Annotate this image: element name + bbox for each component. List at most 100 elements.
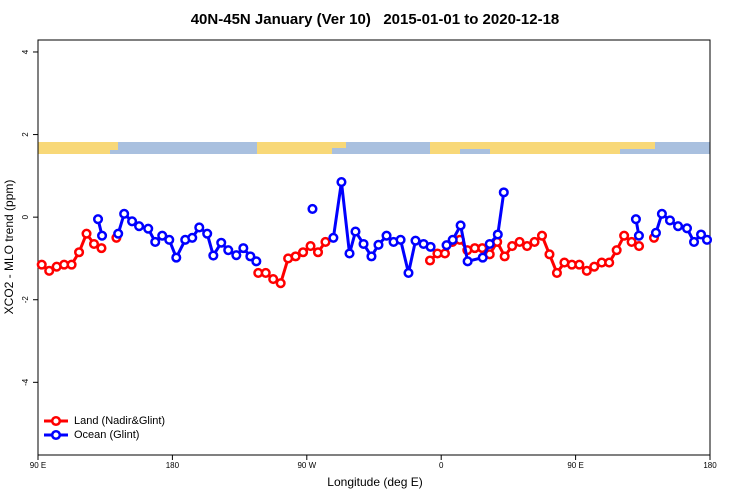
point bbox=[44, 265, 55, 276]
point bbox=[626, 236, 637, 247]
plot-frame bbox=[37, 39, 711, 456]
legend-marker bbox=[50, 415, 62, 427]
x-tick-label: 90 E bbox=[30, 461, 46, 470]
point bbox=[403, 267, 414, 278]
point bbox=[634, 241, 645, 252]
y-tick-label: 0 bbox=[21, 214, 30, 219]
point bbox=[92, 214, 104, 225]
point bbox=[672, 221, 684, 232]
point bbox=[688, 236, 700, 247]
point bbox=[208, 250, 219, 261]
point bbox=[96, 243, 107, 254]
point bbox=[619, 230, 630, 241]
point bbox=[425, 241, 436, 252]
point bbox=[187, 232, 198, 243]
point bbox=[630, 214, 641, 225]
point bbox=[650, 227, 661, 238]
point bbox=[171, 252, 182, 263]
x-axis-label: Longitude (deg E) bbox=[327, 475, 422, 489]
y-tick-label: 4 bbox=[21, 49, 30, 54]
point bbox=[373, 239, 384, 250]
point bbox=[127, 216, 138, 227]
point bbox=[290, 251, 301, 262]
point bbox=[275, 278, 286, 289]
point bbox=[381, 230, 392, 241]
point bbox=[499, 251, 510, 262]
point bbox=[589, 261, 600, 272]
point bbox=[245, 251, 256, 262]
point bbox=[238, 243, 249, 254]
point bbox=[36, 259, 47, 270]
point bbox=[410, 235, 421, 246]
point bbox=[544, 249, 555, 260]
point bbox=[350, 226, 361, 237]
point bbox=[260, 267, 271, 278]
point bbox=[656, 208, 667, 219]
y-tick-label: -4 bbox=[21, 378, 30, 386]
legend-label: Ocean (Glint) bbox=[74, 429, 139, 441]
point bbox=[581, 265, 592, 276]
point bbox=[164, 234, 175, 245]
point bbox=[447, 234, 458, 245]
point bbox=[66, 259, 77, 270]
point bbox=[424, 255, 436, 266]
point bbox=[536, 230, 548, 241]
point bbox=[298, 247, 309, 258]
legend-marker bbox=[50, 429, 62, 441]
y-tick-label: -2 bbox=[21, 296, 30, 304]
point bbox=[223, 245, 234, 256]
point bbox=[134, 221, 145, 232]
point bbox=[113, 228, 124, 239]
point bbox=[477, 252, 488, 263]
point bbox=[157, 230, 168, 241]
point bbox=[336, 176, 347, 188]
y-tick-label: 2 bbox=[21, 132, 30, 137]
point bbox=[202, 228, 213, 239]
point bbox=[551, 267, 562, 278]
point bbox=[633, 230, 644, 241]
point bbox=[268, 274, 279, 285]
point bbox=[81, 228, 92, 239]
point bbox=[664, 215, 676, 226]
point bbox=[307, 203, 318, 214]
point bbox=[320, 236, 331, 247]
point bbox=[514, 236, 525, 247]
x-tick-label: 0 bbox=[439, 461, 444, 470]
point bbox=[701, 234, 713, 245]
point bbox=[611, 245, 622, 256]
point bbox=[455, 220, 466, 231]
x-tick-label: 180 bbox=[703, 461, 717, 470]
point bbox=[395, 234, 406, 245]
point bbox=[462, 256, 473, 267]
y-axis-label: XCO2 - MLO trend (ppm) bbox=[2, 180, 16, 315]
point bbox=[119, 208, 130, 219]
chart-title: 40N-45N January (Ver 10) 2015-01-01 to 2… bbox=[191, 11, 560, 28]
point bbox=[97, 230, 108, 241]
x-tick-label: 180 bbox=[166, 461, 180, 470]
point bbox=[74, 247, 85, 258]
point bbox=[194, 222, 205, 233]
point bbox=[441, 240, 452, 251]
land-mask-strip bbox=[38, 142, 710, 154]
point bbox=[529, 236, 540, 247]
point bbox=[498, 187, 509, 198]
point bbox=[312, 247, 324, 258]
point bbox=[492, 229, 503, 240]
point bbox=[251, 256, 262, 267]
series-line bbox=[96, 181, 709, 274]
point bbox=[216, 237, 227, 248]
point bbox=[88, 238, 100, 250]
x-tick-label: 90 W bbox=[297, 461, 316, 470]
point bbox=[328, 232, 339, 243]
point bbox=[143, 223, 154, 234]
point bbox=[305, 241, 316, 252]
point bbox=[344, 248, 355, 259]
point bbox=[695, 229, 707, 240]
point bbox=[439, 248, 450, 259]
point bbox=[681, 223, 693, 234]
point bbox=[522, 241, 533, 252]
point bbox=[484, 238, 495, 250]
point bbox=[358, 238, 369, 250]
point bbox=[604, 257, 615, 268]
